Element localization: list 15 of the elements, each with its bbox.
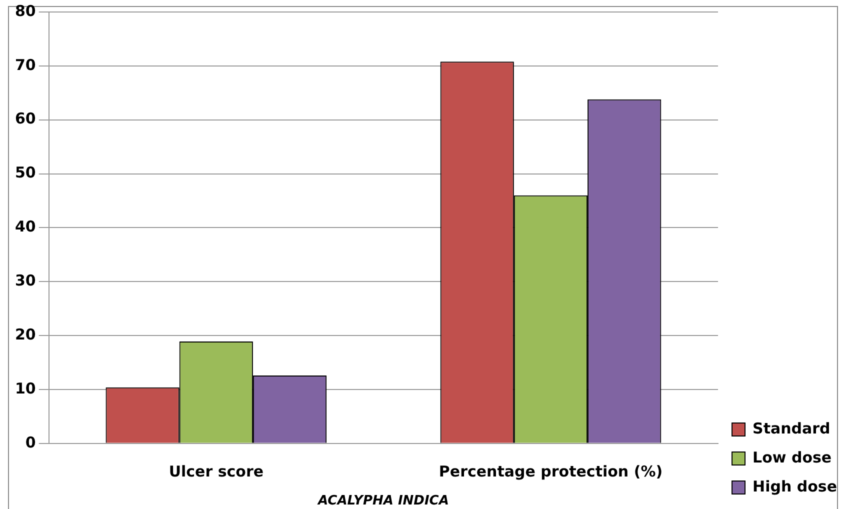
y-tick-label: 10 (15, 379, 36, 398)
y-tick-label: 20 (15, 325, 36, 344)
legend-label: High dose (752, 477, 838, 496)
x-axis-title: ACALYPHA INDICA (317, 494, 449, 509)
y-tick-label: 0 (25, 433, 36, 452)
y-tick-label: 40 (15, 218, 36, 236)
legend-label: Low dose (752, 448, 832, 466)
legend-label: Standard (752, 419, 830, 438)
y-tick-label: 80 (15, 2, 36, 20)
y-tick-label: 30 (15, 272, 36, 290)
y-tick-label: 70 (15, 56, 36, 74)
y-tick-label: 50 (15, 164, 36, 182)
x-tick-label: Ulcer score (168, 462, 264, 480)
x-tick-label: Percentage protection (%) (438, 462, 663, 480)
y-tick-label: 60 (15, 110, 36, 128)
